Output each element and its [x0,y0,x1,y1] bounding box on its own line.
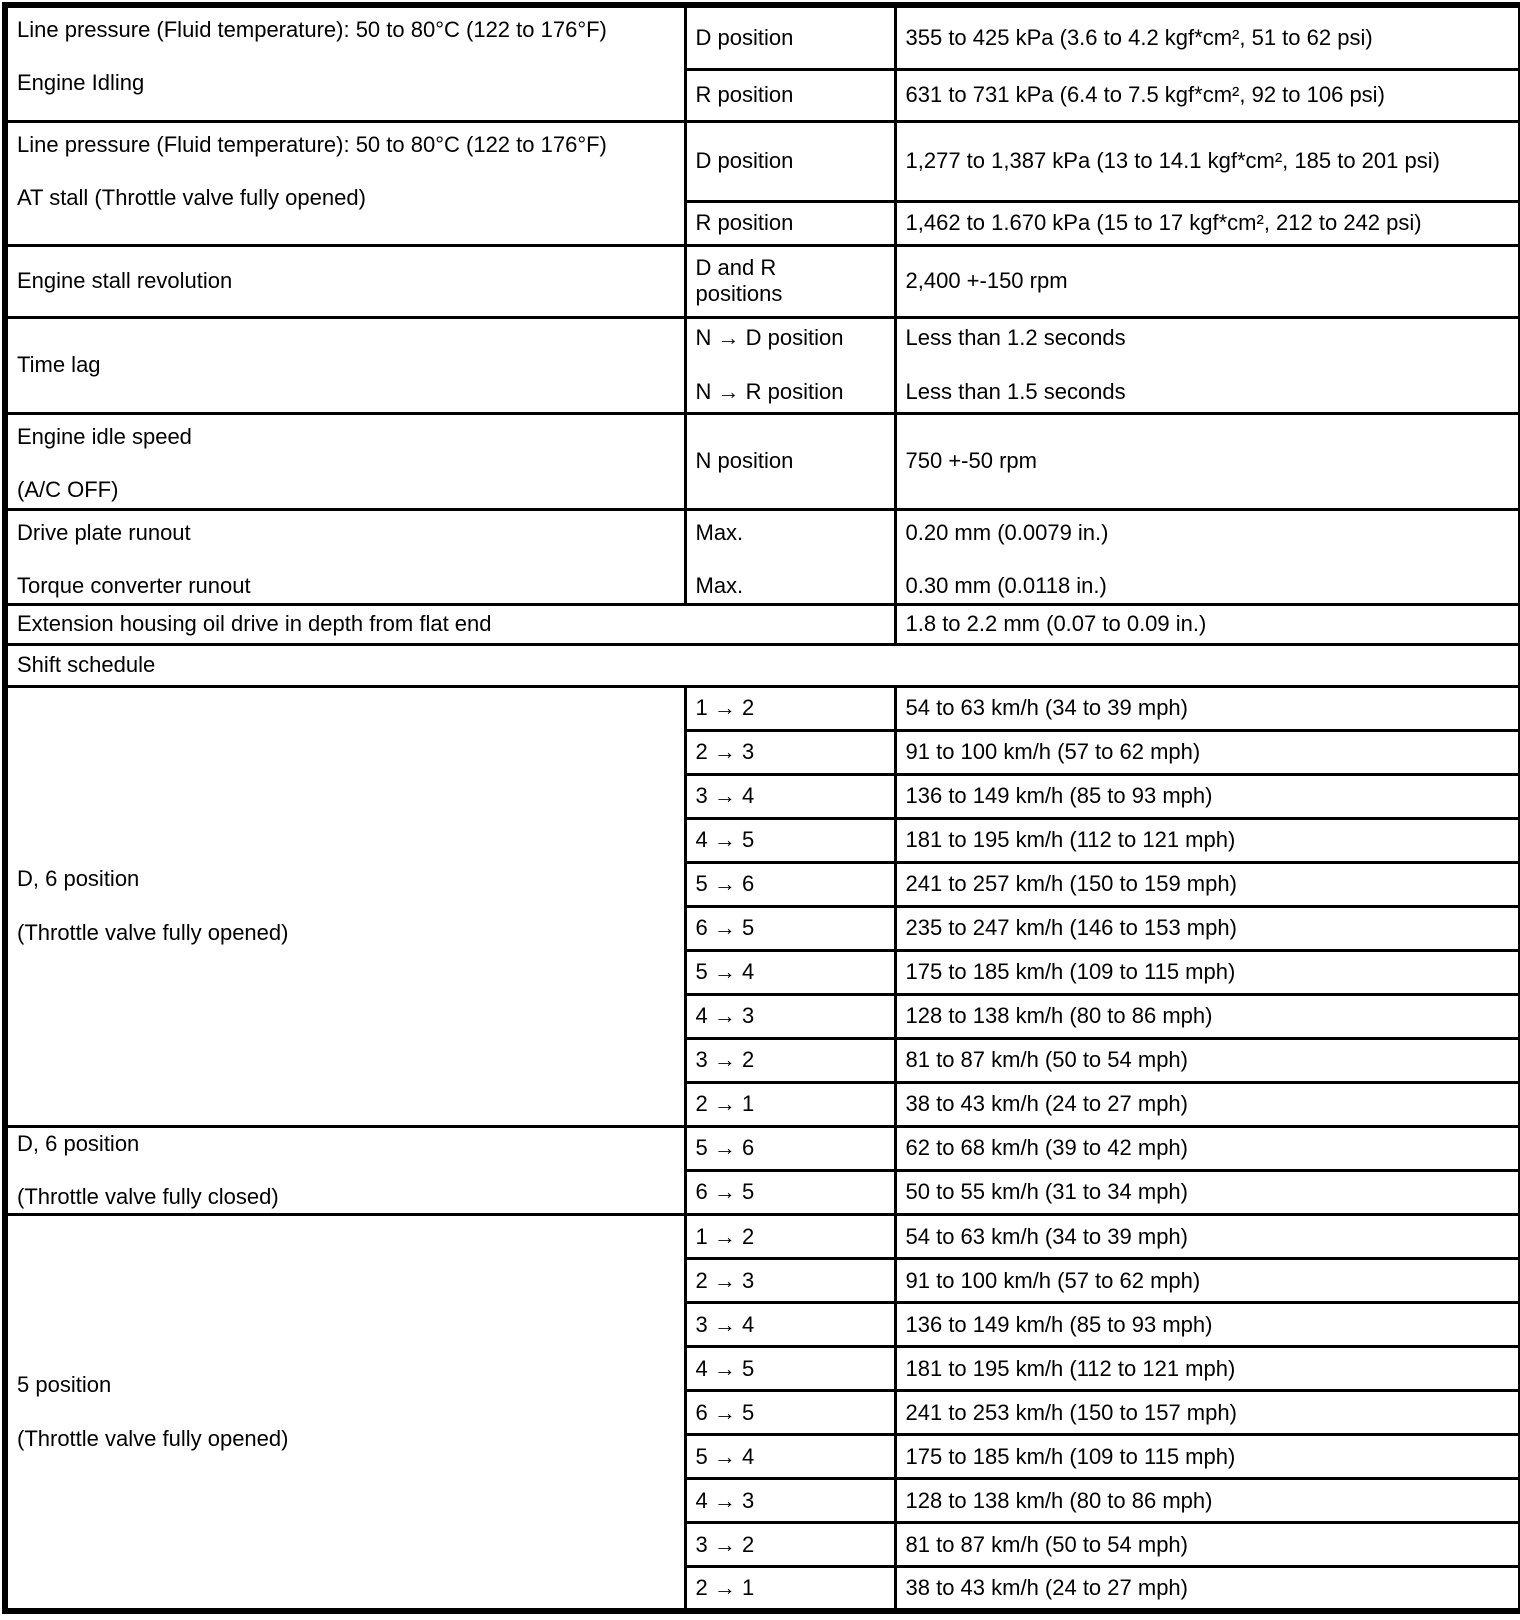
row-label-d6-closed: D, 6 position (Throttle valve fully clos… [3,1124,687,1217]
value-cell: 1.8 to 2.2 mm (0.07 to 0.09 in.) [893,602,1520,646]
condition-cell: 4 → 3 [683,992,897,1040]
row-label-5-position: 5 position (Throttle valve fully opened) [3,1213,687,1613]
condition-cell: 2 → 1 [683,1080,897,1128]
condition-cell: 6 → 5 [683,904,897,952]
value-cell: 136 to 149 km/h (85 to 93 mph) [893,772,1520,820]
value-cell: 136 to 149 km/h (85 to 93 mph) [893,1301,1520,1349]
row-label-runout: Drive plate runout Torque converter runo… [3,507,687,606]
value-cell: 631 to 731 kPa (6.4 to 7.5 kgf*cm², 92 t… [893,67,1520,123]
condition-cell: 3 → 2 [683,1036,897,1084]
condition-cell: 4 → 3 [683,1477,897,1525]
row-label-engine-idle-speed: Engine idle speed (A/C OFF) [3,411,687,511]
condition-cell: D and R positions [683,243,897,319]
row-label-line-pressure-stall: Line pressure (Fluid temperature): 50 to… [3,119,687,247]
value-cell: 241 to 257 km/h (150 to 159 mph) [893,860,1520,908]
value-cell: 81 to 87 km/h (50 to 54 mph) [893,1036,1520,1084]
row-label-time-lag: Time lag [3,315,687,415]
value-cell: 128 to 138 km/h (80 to 86 mph) [893,992,1520,1040]
condition-cell: 6 → 5 [683,1389,897,1437]
value-cell: Less than 1.2 seconds Less than 1.5 seco… [893,315,1520,415]
row-label-engine-stall-revolution: Engine stall revolution [3,243,687,319]
value-cell: 38 to 43 km/h (24 to 27 mph) [893,1565,1520,1613]
condition-cell: 1 → 2 [683,684,897,732]
condition-cell: D position [683,3,897,71]
condition-cell: 2 → 3 [683,1257,897,1305]
value-cell: 50 to 55 km/h (31 to 34 mph) [893,1168,1520,1217]
condition-cell: 4 → 5 [683,816,897,864]
condition-cell: 2 → 3 [683,728,897,776]
condition-cell: 5 → 6 [683,1124,897,1172]
value-cell: 241 to 253 km/h (150 to 157 mph) [893,1389,1520,1437]
condition-cell: 3 → 4 [683,772,897,820]
value-cell: 181 to 195 km/h (112 to 121 mph) [893,1345,1520,1393]
row-label-extension-housing: Extension housing oil drive in depth fro… [3,602,897,646]
value-cell: 62 to 68 km/h (39 to 42 mph) [893,1124,1520,1172]
condition-cell: 2 → 1 [683,1565,897,1613]
value-cell: 38 to 43 km/h (24 to 27 mph) [893,1080,1520,1128]
condition-cell: D position [683,119,897,203]
value-cell: 355 to 425 kPa (3.6 to 4.2 kgf*cm², 51 t… [893,3,1520,71]
value-cell: 91 to 100 km/h (57 to 62 mph) [893,728,1520,776]
value-cell: 54 to 63 km/h (34 to 39 mph) [893,684,1520,732]
row-label-line-pressure-idling: Line pressure (Fluid temperature): 50 to… [3,3,687,123]
condition-cell: 5 → 4 [683,948,897,996]
row-label-d6-opened: D, 6 position (Throttle valve fully open… [3,684,687,1128]
condition-cell: R position [683,199,897,247]
value-cell: 1,462 to 1.670 kPa (15 to 17 kgf*cm², 21… [893,199,1520,247]
condition-cell: R position [683,67,897,123]
value-cell: 1,277 to 1,387 kPa (13 to 14.1 kgf*cm², … [893,119,1520,203]
condition-cell: 5 → 4 [683,1433,897,1481]
condition-cell: N → D position N → R position [683,315,897,415]
condition-cell: Max. Max. [683,507,897,606]
condition-cell: 4 → 5 [683,1345,897,1393]
value-cell: 235 to 247 km/h (146 to 153 mph) [893,904,1520,952]
value-cell: 128 to 138 km/h (80 to 86 mph) [893,1477,1520,1525]
value-cell: 91 to 100 km/h (57 to 62 mph) [893,1257,1520,1305]
value-cell: 181 to 195 km/h (112 to 121 mph) [893,816,1520,864]
value-cell: 750 +-50 rpm [893,411,1520,511]
condition-cell: 1 → 2 [683,1213,897,1261]
condition-cell: 6 → 5 [683,1168,897,1217]
value-cell: 54 to 63 km/h (34 to 39 mph) [893,1213,1520,1261]
value-cell: 2,400 +-150 rpm [893,243,1520,319]
condition-cell: 3 → 2 [683,1521,897,1569]
value-cell: 81 to 87 km/h (50 to 54 mph) [893,1521,1520,1569]
condition-cell: 3 → 4 [683,1301,897,1349]
condition-cell: 5 → 6 [683,860,897,908]
condition-cell: N position [683,411,897,511]
value-cell: 175 to 185 km/h (109 to 115 mph) [893,948,1520,996]
value-cell: 0.20 mm (0.0079 in.) 0.30 mm (0.0118 in.… [893,507,1520,606]
section-label-shift-schedule: Shift schedule [3,642,1520,688]
value-cell: 175 to 185 km/h (109 to 115 mph) [893,1433,1520,1481]
